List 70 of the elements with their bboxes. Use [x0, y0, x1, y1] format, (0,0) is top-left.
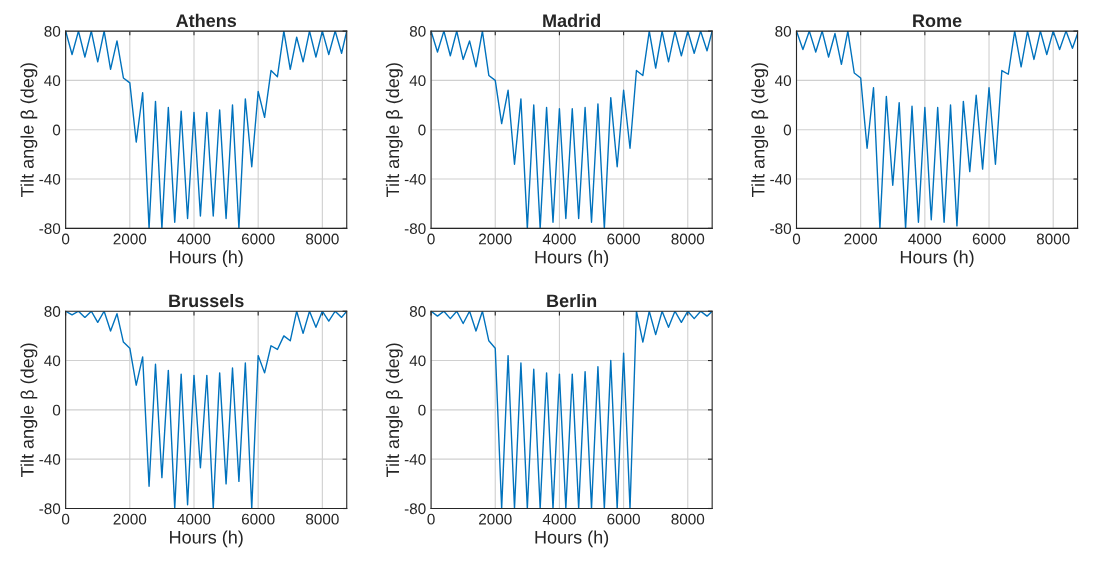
x-tick-label: 2000: [479, 233, 512, 245]
y-tick-label: 40: [409, 355, 426, 367]
y-tick-label: -80: [39, 503, 61, 515]
x-tick-label: 8000: [671, 233, 705, 245]
x-tick-label: 4000: [177, 233, 211, 245]
y-tick-label: -80: [39, 223, 61, 235]
y-tick-label: -80: [770, 223, 792, 235]
y-tick-label: 0: [783, 124, 792, 136]
y-tick-label: 80: [409, 306, 426, 317]
x-tick-label: 0: [792, 233, 801, 245]
y-axis-title: Tilt angle β (deg): [385, 343, 403, 478]
x-axis-title: Hours (h): [170, 250, 243, 268]
chart-title: Berlin: [547, 293, 597, 308]
x-axis-title: Hours (h): [900, 250, 974, 268]
x-tick-label: 6000: [607, 513, 640, 525]
y-tick-label: 80: [44, 306, 61, 317]
y-tick-label: 0: [418, 404, 426, 416]
x-tick-label: 8000: [671, 513, 705, 525]
line-series: [65, 311, 347, 509]
x-tick-label: 0: [61, 233, 70, 245]
x-tick-label: 0: [61, 513, 70, 525]
y-tick-label: 40: [44, 355, 61, 367]
x-tick-label: 6000: [241, 233, 275, 245]
y-axis-title: Tilt angle β (deg): [751, 63, 769, 197]
x-tick-label: 0: [427, 233, 435, 245]
x-tick-label: 6000: [972, 233, 1006, 245]
y-tick-label: -80: [404, 503, 426, 515]
x-tick-label: 8000: [1036, 233, 1070, 245]
chart-title: Madrid: [543, 13, 601, 28]
y-tick-label: 0: [418, 124, 426, 136]
y-tick-label: 40: [774, 75, 792, 87]
x-tick-label: 6000: [241, 513, 275, 525]
y-axis-title: Tilt angle β (deg): [20, 343, 38, 478]
x-axis-title: Hours (h): [535, 250, 609, 268]
y-tick-label: -40: [404, 173, 426, 185]
y-axis-title: Tilt angle β (deg): [385, 63, 403, 197]
x-tick-label: 4000: [542, 513, 576, 525]
y-tick-label: 40: [409, 75, 426, 87]
y-tick-label: 0: [52, 124, 61, 136]
x-tick-label: 8000: [306, 513, 339, 525]
y-tick-label: 80: [44, 25, 61, 37]
x-tick-label: 2000: [113, 513, 147, 525]
x-tick-label: 4000: [908, 233, 942, 245]
y-tick-label: 0: [52, 404, 61, 416]
x-tick-label: 6000: [607, 233, 640, 245]
x-tick-label: 2000: [844, 233, 878, 245]
x-tick-label: 4000: [177, 513, 211, 525]
y-axis-title: Tilt angle β (deg): [20, 63, 38, 197]
line-series: [431, 31, 713, 229]
x-axis-title: Hours (h): [535, 530, 609, 548]
line-series: [431, 311, 713, 509]
x-axis-title: Hours (h): [170, 530, 243, 548]
chart-title: Athens: [176, 13, 237, 28]
line-series: [796, 31, 1078, 229]
chart-title: Brussels: [169, 293, 244, 308]
y-tick-label: -40: [770, 173, 792, 185]
y-tick-label: 80: [775, 25, 792, 37]
y-tick-label: -40: [39, 173, 61, 185]
x-tick-label: 2000: [479, 513, 512, 525]
y-tick-label: 40: [44, 75, 61, 87]
x-tick-label: 4000: [542, 233, 576, 245]
chart-title: Rome: [913, 14, 962, 28]
line-series: [65, 31, 347, 229]
y-tick-label: -40: [404, 454, 426, 465]
x-tick-label: 2000: [113, 233, 147, 245]
x-tick-label: 8000: [306, 233, 339, 245]
y-tick-label: -40: [39, 454, 61, 465]
x-tick-label: 0: [427, 513, 435, 525]
y-tick-label: 80: [409, 25, 426, 37]
y-tick-label: -80: [404, 223, 426, 235]
